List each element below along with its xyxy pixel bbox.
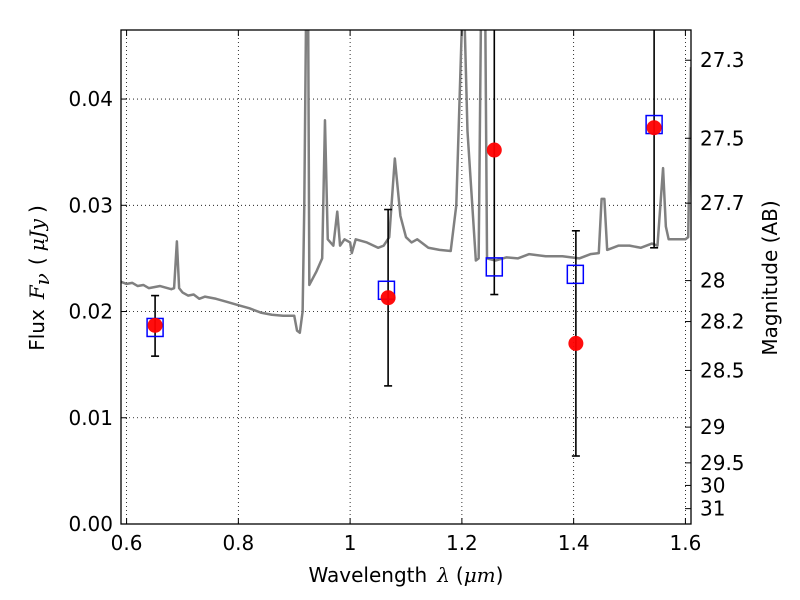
grid-lines xyxy=(121,30,691,525)
y-tick-label: 0.01 xyxy=(68,406,113,430)
x-axis-label: Wavelength λ (μm) xyxy=(309,563,504,587)
magnitude-tick-label: 28.5 xyxy=(700,358,745,382)
y-tick-label: 0.02 xyxy=(68,300,113,324)
magnitude-tick-label: 28.2 xyxy=(700,310,745,334)
data-markers xyxy=(146,114,663,351)
x-tick-label: 0.8 xyxy=(222,531,254,555)
model-flux-square xyxy=(485,257,504,277)
y-axis-label: Flux Fν ( μJy) xyxy=(25,205,54,351)
magnitude-axis-label: Magnitude (AB) xyxy=(758,200,782,355)
x-axis-label-close: ) xyxy=(496,563,504,587)
x-axis-label-unit: μm xyxy=(464,563,496,587)
observed-flux-point xyxy=(486,142,502,158)
magnitude-tick-label: 28 xyxy=(700,269,725,293)
y-tick-label: 0.04 xyxy=(68,87,113,111)
magnitude-tick-label: 27.5 xyxy=(700,126,745,150)
x-tick-label: 1.6 xyxy=(670,531,702,555)
x-axis-label-prefix: Wavelength xyxy=(309,563,428,587)
plot-frame xyxy=(120,29,692,525)
x-tick-label: 1.2 xyxy=(446,531,478,555)
x-tick-label: 1 xyxy=(344,531,357,555)
magnitude-tick-label: 31 xyxy=(700,497,725,521)
magnitude-tick-label: 30 xyxy=(700,473,725,497)
y-axis-label-close: ) xyxy=(25,205,49,213)
magnitude-tick-label: 29.5 xyxy=(700,451,745,475)
y-axis-label-symbol: F xyxy=(25,284,49,300)
y-tick-label: 0.03 xyxy=(68,193,113,217)
observed-flux-point xyxy=(147,317,163,333)
y-axis-label-open: ( xyxy=(25,257,49,265)
model-flux-square xyxy=(566,264,585,285)
x-axis-label-open: ( xyxy=(456,563,464,587)
x-axis-ticks: 0.6 0.8 1 1.2 1.4 1.6 xyxy=(111,30,702,555)
x-axis-label-symbol: λ xyxy=(436,563,450,587)
plot-area xyxy=(121,30,691,457)
spectrum-line xyxy=(121,30,691,335)
y-axis-label-unit: μJy xyxy=(25,218,49,251)
x-tick-label: 0.6 xyxy=(111,531,143,555)
observed-flux-point xyxy=(646,120,662,136)
y-axis-label-prefix: Flux xyxy=(25,309,49,351)
magnitude-tick-label: 29 xyxy=(700,415,725,439)
magnitude-tick-label: 27.3 xyxy=(700,48,745,72)
y-axis-label-subscript: ν xyxy=(30,273,54,285)
observed-flux-point xyxy=(380,290,396,306)
x-tick-label: 1.4 xyxy=(558,531,590,555)
magnitude-tick-label: 27.7 xyxy=(700,191,745,215)
y-axis-ticks: 0.00 0.01 0.02 0.03 0.04 xyxy=(68,87,127,536)
observed-flux-point xyxy=(568,335,584,351)
y-tick-label: 0.00 xyxy=(68,512,113,536)
